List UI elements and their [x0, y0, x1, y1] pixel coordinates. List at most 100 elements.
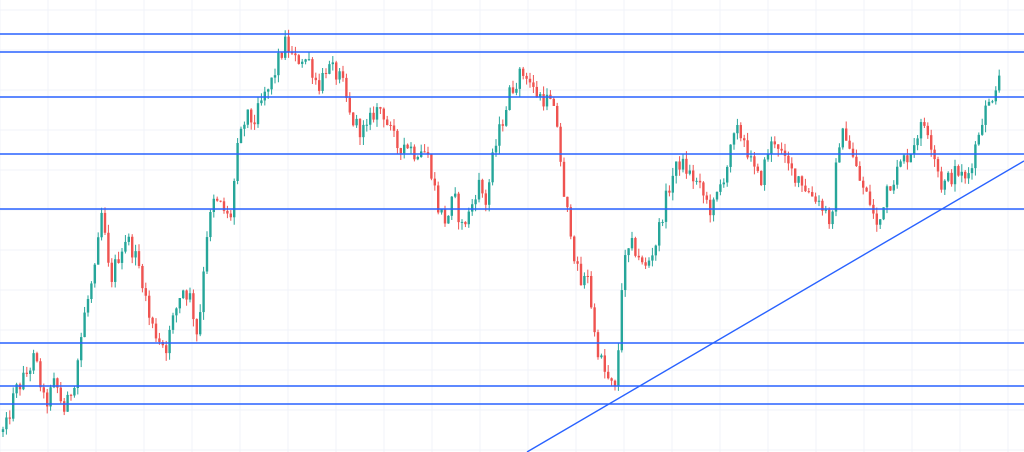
candle-down — [59, 381, 62, 404]
candle-down — [702, 181, 705, 204]
candle-body — [532, 82, 535, 87]
candle-down — [532, 75, 535, 94]
candle-body — [726, 166, 729, 183]
candle-body — [562, 161, 566, 197]
candle-body — [304, 59, 307, 62]
candle-body — [209, 212, 212, 238]
candle-body — [729, 144, 732, 167]
candle-down — [324, 68, 328, 79]
candle-body — [141, 265, 144, 289]
candle-down — [311, 57, 314, 84]
candle-up — [202, 266, 205, 320]
candle-body — [471, 204, 474, 212]
candle-down — [46, 388, 49, 414]
candle-up — [32, 349, 35, 375]
candle-body — [392, 125, 396, 131]
candle-up — [273, 68, 277, 84]
candle-up — [80, 332, 83, 368]
candle-body — [552, 98, 555, 106]
candle-down — [756, 163, 759, 173]
candle-up — [277, 48, 280, 83]
candle-body — [899, 161, 902, 167]
candle-up — [719, 179, 722, 196]
candle-down — [875, 207, 878, 232]
candle-body — [437, 185, 440, 213]
candle-body — [892, 184, 895, 191]
candle-up — [722, 178, 725, 188]
candle-body — [902, 155, 906, 162]
candle-body — [409, 146, 413, 149]
candle-body — [433, 178, 436, 186]
candle-down — [253, 114, 256, 130]
candle-up — [5, 412, 8, 435]
candle-down — [107, 224, 110, 267]
candle-body — [906, 155, 909, 163]
candle-body — [49, 387, 52, 407]
candle-up — [913, 137, 916, 158]
candle-body — [413, 146, 416, 160]
candle-up — [460, 219, 464, 230]
candle-up — [134, 244, 137, 266]
candle-body — [69, 394, 73, 396]
candle-body — [828, 209, 831, 225]
candle-body — [953, 166, 957, 185]
candle-body — [620, 290, 623, 351]
candle-body — [855, 156, 858, 167]
candle-down — [848, 135, 851, 150]
candle-down — [430, 153, 433, 181]
candle-body — [511, 87, 515, 93]
trendline[interactable] — [526, 160, 1024, 452]
candle-body — [637, 255, 640, 258]
candle-body — [508, 87, 511, 110]
candle-body — [93, 264, 96, 284]
candle-up — [178, 297, 181, 314]
candle-down — [845, 121, 848, 141]
candle-down — [743, 134, 746, 148]
candle-down — [185, 289, 188, 306]
candle-down — [382, 107, 385, 128]
candle-down — [562, 157, 566, 197]
candle-body — [705, 195, 708, 200]
candle-body — [719, 184, 722, 192]
candle-down — [222, 197, 226, 214]
candle-up — [66, 391, 69, 412]
candle-body — [559, 126, 562, 162]
candle-up — [365, 118, 368, 132]
candle-body — [477, 179, 481, 200]
candle-body — [216, 198, 219, 201]
candle-up — [199, 304, 202, 337]
horizontal-levels — [0, 33, 1024, 405]
candle-down — [637, 248, 640, 261]
candle-body — [464, 221, 467, 225]
candle-down — [392, 119, 396, 138]
candle-body — [545, 94, 549, 107]
candle-body — [984, 105, 987, 125]
candle-up — [233, 178, 236, 225]
candle-body — [25, 372, 28, 374]
candle-body — [947, 172, 950, 181]
candle-body — [501, 124, 504, 126]
candle-body — [151, 317, 154, 324]
candle-body — [460, 221, 464, 223]
candle-down — [705, 191, 708, 204]
candle-down — [219, 200, 222, 203]
candle-body — [369, 112, 372, 125]
candle-body — [845, 128, 848, 141]
candle-up — [76, 358, 79, 395]
candle-body — [239, 128, 243, 143]
candle-up — [212, 194, 215, 218]
candle-body — [698, 180, 702, 183]
candle-down — [372, 106, 375, 123]
candle-body — [379, 107, 382, 109]
candle-body — [712, 199, 715, 216]
candle-body — [593, 307, 596, 333]
candle-body — [171, 315, 175, 330]
candle-up — [651, 247, 654, 267]
candle-down — [773, 136, 776, 149]
candle-down — [552, 97, 555, 106]
candle-up — [600, 353, 603, 359]
candle-body — [525, 75, 528, 79]
candle-down — [110, 258, 113, 288]
candle-down — [851, 142, 855, 159]
candle-body — [348, 97, 351, 113]
